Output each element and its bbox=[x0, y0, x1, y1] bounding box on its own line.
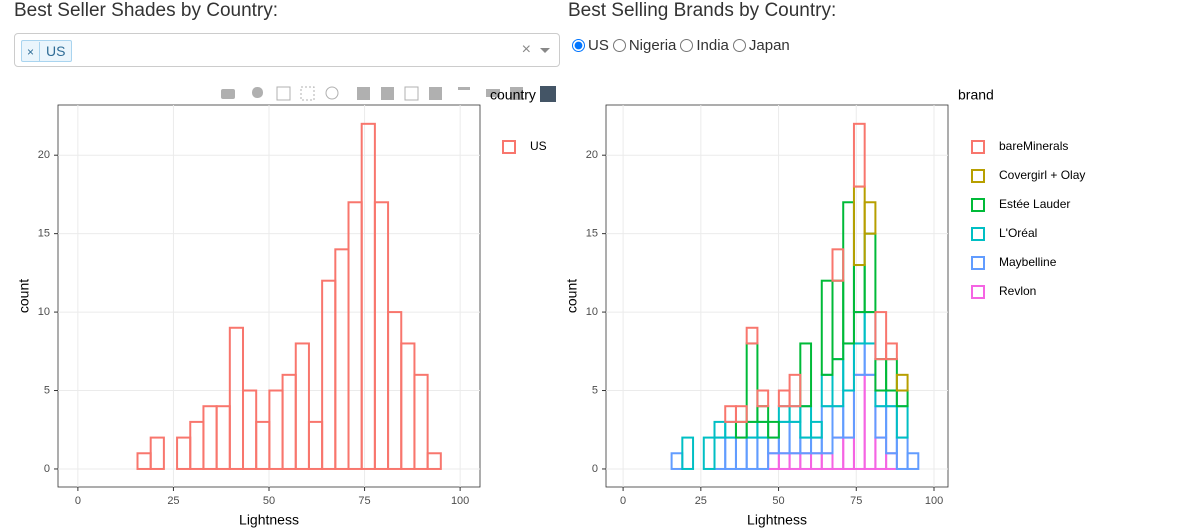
remove-icon[interactable]: × bbox=[22, 42, 41, 62]
histogram-bar bbox=[788, 373, 802, 408]
y-tick-label: 15 bbox=[586, 228, 598, 240]
histogram-bar bbox=[767, 420, 780, 439]
legend-swatch bbox=[502, 140, 516, 154]
histogram-bar bbox=[413, 373, 429, 470]
plot-panel bbox=[605, 104, 949, 488]
radio-button[interactable] bbox=[612, 39, 626, 52]
radio-button[interactable] bbox=[572, 39, 585, 52]
histogram-bar bbox=[895, 373, 909, 392]
y-tick-label: 20 bbox=[38, 149, 50, 161]
brand-country-radio: US Nigeria India Japan bbox=[572, 37, 790, 54]
panel-title: Best Selling Brands by Country: bbox=[568, 0, 837, 21]
histogram-bar bbox=[874, 311, 888, 361]
radio-option[interactable]: US bbox=[572, 37, 609, 54]
y-axis-title: count bbox=[564, 279, 580, 313]
x-tick-label: 25 bbox=[167, 495, 179, 507]
histogram-bar bbox=[906, 452, 920, 470]
legend-swatch bbox=[971, 227, 985, 241]
legend-swatch bbox=[971, 198, 985, 212]
legend-swatch bbox=[971, 169, 985, 183]
y-tick-label: 5 bbox=[44, 384, 50, 396]
histogram-bar bbox=[810, 420, 823, 439]
histogram-bar bbox=[149, 436, 165, 470]
histogram-bar bbox=[756, 389, 770, 408]
x-axis-title: Lightness bbox=[747, 512, 807, 528]
y-tick-label: 20 bbox=[586, 149, 598, 161]
legend-title: country bbox=[490, 87, 536, 103]
legend-title: brand bbox=[958, 87, 994, 103]
panel-title: Best Seller Shades by Country: bbox=[14, 0, 279, 21]
x-tick-label: 0 bbox=[75, 495, 81, 507]
legend-swatch bbox=[971, 256, 985, 270]
y-tick-label: 10 bbox=[586, 306, 598, 318]
histogram-bar bbox=[702, 436, 716, 470]
histogram-bar bbox=[863, 201, 877, 235]
legend-swatch bbox=[971, 285, 985, 299]
x-tick-label: 75 bbox=[358, 495, 370, 507]
radio-label: Japan bbox=[748, 37, 790, 54]
radio-button[interactable] bbox=[732, 39, 746, 52]
x-tick-label: 25 bbox=[695, 495, 707, 507]
legend-swatch bbox=[971, 140, 985, 154]
y-tick-label: 0 bbox=[44, 463, 50, 475]
x-tick-label: 50 bbox=[772, 495, 784, 507]
radio-option[interactable]: Japan bbox=[732, 37, 790, 54]
histogram-bar bbox=[681, 436, 695, 470]
y-tick-label: 10 bbox=[38, 306, 50, 318]
y-tick-label: 5 bbox=[592, 384, 598, 396]
legend-label: US bbox=[530, 139, 547, 153]
radio-label: US bbox=[588, 37, 609, 54]
radio-label: Nigeria bbox=[628, 37, 677, 54]
histogram-bar bbox=[852, 122, 866, 188]
x-tick-label: 100 bbox=[925, 495, 943, 507]
radio-option[interactable]: Nigeria bbox=[612, 37, 677, 54]
histogram-bar bbox=[734, 405, 748, 423]
histogram-bar bbox=[831, 248, 845, 282]
x-tick-label: 75 bbox=[850, 495, 862, 507]
histogram-bar bbox=[885, 342, 898, 361]
y-tick-label: 0 bbox=[592, 463, 598, 475]
radio-option[interactable]: India bbox=[680, 37, 729, 54]
modebar bbox=[221, 86, 556, 102]
x-axis-title: Lightness bbox=[239, 512, 299, 528]
caret[interactable] bbox=[540, 48, 550, 58]
legend-label: Estée Lauder bbox=[999, 197, 1070, 211]
x-tick-label: 100 bbox=[451, 495, 469, 507]
histogram-bar bbox=[426, 452, 442, 470]
x-tick-label: 50 bbox=[263, 495, 275, 507]
y-tick-label: 15 bbox=[38, 228, 50, 240]
histogram-bar bbox=[294, 342, 310, 470]
legend-label: L'Oréal bbox=[999, 226, 1037, 240]
legend-label: bareMinerals bbox=[999, 139, 1068, 153]
legend-label: Covergirl + Olay bbox=[999, 168, 1085, 182]
country-select[interactable]: × US × bbox=[14, 33, 560, 67]
selected-tag[interactable]: × US bbox=[21, 40, 73, 62]
legend-label: Maybelline bbox=[999, 255, 1057, 269]
y-axis-title: count bbox=[16, 279, 32, 313]
tag-label: US bbox=[46, 43, 66, 59]
histogram-bar bbox=[745, 326, 759, 345]
legend-label: Revlon bbox=[999, 284, 1036, 298]
x-tick-label: 0 bbox=[620, 495, 626, 507]
radio-button[interactable] bbox=[680, 39, 694, 52]
clear-icon[interactable]: × bbox=[521, 41, 531, 58]
radio-label: India bbox=[696, 37, 729, 54]
